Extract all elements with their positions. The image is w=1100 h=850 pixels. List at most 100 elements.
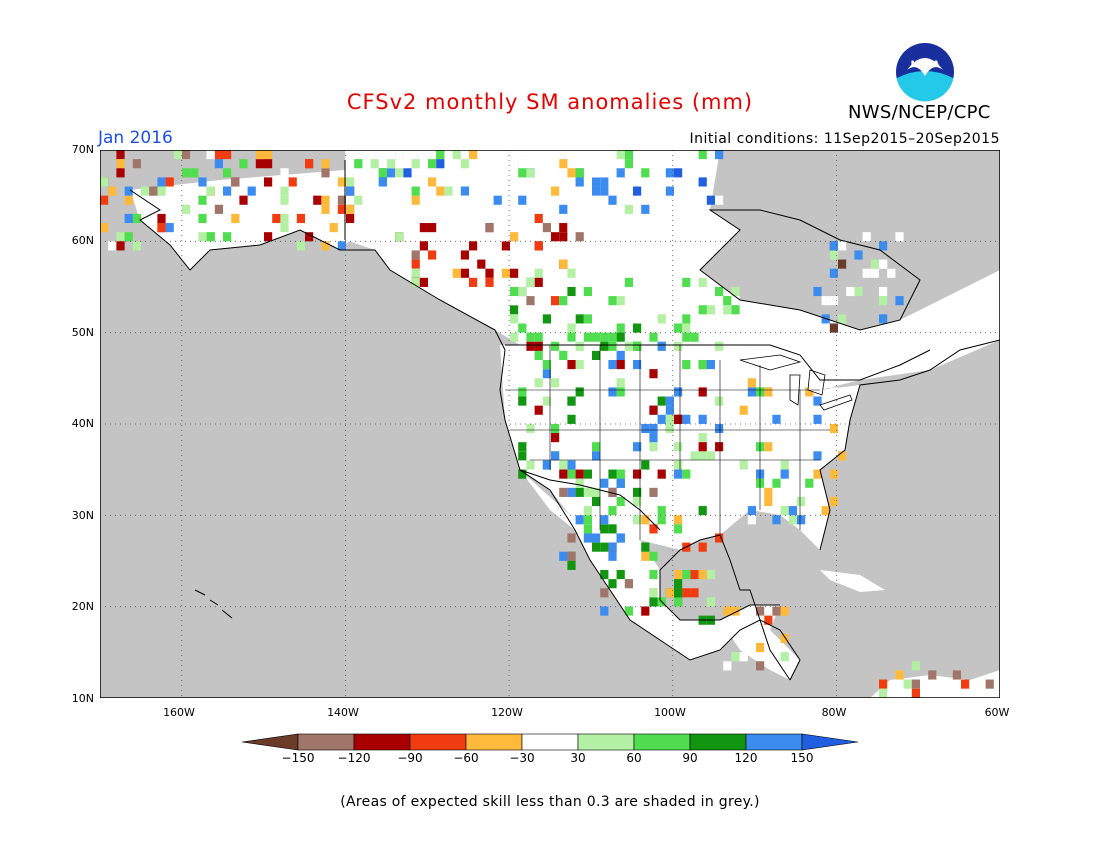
anomaly-cell: [485, 268, 494, 278]
anomaly-cell: [452, 268, 461, 278]
anomaly-cell: [649, 405, 658, 415]
anomaly-cell: [395, 150, 404, 160]
anomaly-cell: [879, 241, 888, 251]
anomaly-cell: [559, 350, 568, 360]
anomaly-cell: [641, 460, 650, 470]
anomaly-cell: [805, 506, 814, 516]
anomaly-cell: [616, 350, 625, 360]
anomaly-cell: [674, 579, 683, 589]
skill-note: (Areas of expected skill less than 0.3 a…: [340, 794, 760, 810]
anomaly-cell: [501, 268, 510, 278]
colorbar-arrow-low: [241, 733, 299, 751]
anomaly-cell: [616, 496, 625, 507]
lat-label: 40N: [71, 417, 94, 430]
anomaly-cell: [674, 314, 683, 324]
boundaries: [129, 160, 1000, 681]
anomaly-cell: [731, 305, 740, 315]
anomaly-cell: [206, 186, 215, 196]
anomaly-cell: [567, 268, 576, 278]
anomaly-cell: [280, 168, 289, 178]
anomaly-cell: [206, 150, 215, 160]
anomaly-cell: [674, 442, 683, 452]
anomaly-cell: [665, 186, 674, 196]
anomaly-cell: [805, 387, 814, 397]
anomaly-cell: [575, 168, 584, 178]
anomaly-cell: [813, 414, 822, 424]
anomaly-cell: [649, 524, 658, 534]
anomaly-cell: [157, 213, 166, 224]
anomaly-cell: [469, 277, 478, 287]
land-mexico: [520, 470, 740, 660]
anomaly-cell: [157, 177, 166, 187]
lake-erie: [819, 394, 853, 411]
anomaly-cell: [575, 341, 584, 351]
anomaly-cell: [649, 423, 658, 434]
anomaly-cell: [518, 195, 527, 205]
anomaly-cell: [821, 506, 830, 516]
anomaly-cell: [715, 150, 724, 160]
colorbar-tick-label: −60: [453, 751, 479, 765]
anomaly-cell: [624, 177, 633, 187]
anomaly-cell: [600, 341, 609, 351]
anomaly-cell: [723, 606, 732, 616]
anomaly-cell: [223, 232, 232, 242]
anomaly-cell: [428, 159, 437, 169]
anomaly-cell: [624, 204, 633, 214]
anomaly-cell: [723, 296, 732, 306]
colorbar-tick-label: 150: [790, 751, 814, 765]
anomaly-cell: [428, 223, 437, 233]
anomaly-cell: [649, 442, 658, 452]
lon-label: 100W: [654, 706, 686, 719]
anomaly-cell: [387, 168, 396, 178]
anomaly-cell: [411, 250, 420, 260]
anomaly-cell: [657, 341, 666, 351]
anomaly-cell: [854, 286, 863, 297]
anomaly-cell: [780, 606, 789, 616]
anomaly-cell: [616, 569, 625, 580]
anomaly-cell: [682, 414, 691, 424]
land-alaska: [130, 170, 350, 270]
anomaly-cell: [731, 606, 740, 616]
anomaly-cell: [534, 268, 543, 278]
anomaly-cell: [567, 533, 576, 543]
anomaly-cell: [501, 168, 510, 178]
land-central-america: [720, 605, 800, 680]
anomaly-cell: [961, 679, 970, 689]
anomaly-cell: [649, 332, 658, 342]
lat-label: 30N: [71, 509, 94, 522]
anomaly-cell: [682, 186, 691, 196]
anomaly-cell: [198, 195, 207, 205]
anomaly-cell: [715, 533, 724, 543]
anomaly-cell: [583, 515, 592, 525]
anomaly-cell: [780, 633, 789, 644]
anomaly-cell: [411, 259, 420, 269]
anomaly-cell: [354, 159, 363, 169]
colorbar-segment: [745, 733, 803, 751]
anomaly-cell: [116, 241, 125, 251]
anomaly-cell: [739, 414, 748, 424]
anomaly-cell: [567, 213, 576, 224]
anomaly-cell: [747, 378, 756, 388]
colorbar-segment: [577, 733, 635, 751]
anomaly-cell: [510, 232, 519, 242]
anomaly-cell: [592, 204, 601, 214]
anomaly-cell: [592, 350, 601, 360]
anomaly-cell: [641, 542, 650, 552]
anomaly-cell: [378, 168, 387, 178]
anomaly-cell: [633, 359, 642, 370]
lat-label: 10N: [71, 692, 94, 705]
anomaly-cell: [616, 150, 625, 160]
anomaly-cell: [895, 296, 904, 306]
anomaly-cell: [526, 423, 535, 434]
anomaly-cell: [469, 241, 478, 251]
anomaly-cell: [698, 542, 707, 552]
valid-month-label: Jan 2016: [98, 128, 173, 148]
anomaly-cell: [682, 314, 691, 324]
anomaly-cell: [838, 241, 847, 251]
anomaly-cell: [149, 186, 158, 196]
anomaly-cell: [460, 250, 469, 260]
anomaly-cell: [124, 186, 133, 196]
anomaly-cell: [485, 277, 494, 287]
anomaly-cell: [641, 423, 650, 434]
anomaly-cell: [813, 396, 822, 406]
